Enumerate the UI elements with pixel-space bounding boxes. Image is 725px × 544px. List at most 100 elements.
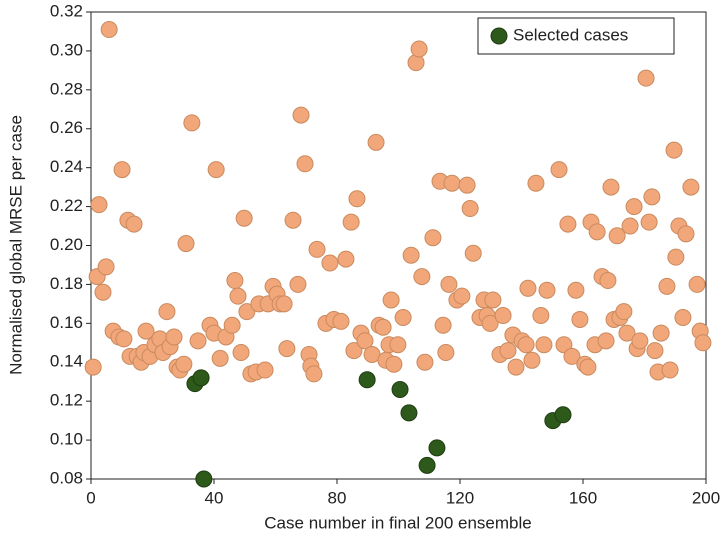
point [532, 307, 550, 325]
x-tick-label: 120 [446, 488, 474, 507]
point [567, 281, 585, 299]
point [238, 303, 256, 321]
y-tick-label: 0.26 [50, 118, 83, 137]
point [682, 178, 700, 196]
y-tick-label: 0.24 [50, 157, 83, 176]
point [192, 369, 210, 387]
point [97, 258, 115, 276]
point [588, 223, 606, 241]
point [332, 312, 350, 330]
point [599, 272, 617, 290]
point [374, 318, 392, 336]
point [367, 133, 385, 151]
x-tick-label: 40 [205, 488, 224, 507]
point [100, 21, 118, 39]
point [256, 361, 274, 379]
point [555, 336, 573, 354]
point [453, 287, 471, 305]
plot-frame [90, 11, 707, 480]
point [226, 272, 244, 290]
legend-label: Selected cases [513, 25, 628, 44]
point [356, 332, 374, 350]
point [631, 332, 649, 350]
y-tick-label: 0.28 [50, 79, 83, 98]
point [443, 174, 461, 192]
point [278, 340, 296, 358]
point [342, 213, 360, 231]
point [400, 404, 418, 422]
point [195, 470, 213, 488]
point [229, 287, 247, 305]
point [125, 215, 143, 233]
point [652, 324, 670, 342]
point [402, 246, 420, 264]
point [608, 227, 626, 245]
legend-box [477, 17, 675, 55]
point [382, 291, 400, 309]
y-tick-label: 0.08 [50, 468, 83, 487]
y-tick-label: 0.32 [50, 1, 83, 20]
point [621, 217, 639, 235]
point [602, 178, 620, 196]
point [461, 200, 479, 218]
point [348, 190, 366, 208]
y-tick-label: 0.30 [50, 40, 83, 59]
point [550, 161, 568, 179]
point [416, 353, 434, 371]
point [519, 279, 537, 297]
point [385, 355, 403, 373]
point [688, 275, 706, 293]
point [434, 316, 452, 334]
x-tick-label: 200 [692, 488, 720, 507]
point [643, 188, 661, 206]
point [563, 347, 581, 365]
point [308, 240, 326, 258]
y-tick-label: 0.10 [50, 430, 83, 449]
point [113, 161, 131, 179]
point [235, 209, 253, 227]
point [625, 198, 643, 216]
point [321, 254, 339, 272]
point [296, 155, 314, 173]
point [458, 176, 476, 194]
point [538, 281, 556, 299]
point [618, 324, 636, 342]
point [694, 334, 712, 352]
point [275, 295, 293, 313]
point [527, 174, 545, 192]
point [183, 114, 201, 132]
point [637, 69, 655, 87]
point [424, 229, 442, 247]
point [94, 283, 112, 301]
y-tick-label: 0.22 [50, 196, 83, 215]
point [337, 250, 355, 268]
point [175, 355, 193, 373]
point [394, 308, 412, 326]
point [358, 371, 376, 389]
point [507, 358, 525, 376]
point [646, 342, 664, 360]
point [137, 322, 155, 340]
point [345, 342, 363, 360]
point [494, 307, 512, 325]
point [640, 213, 658, 231]
point [667, 248, 685, 266]
point [579, 358, 597, 376]
point [410, 40, 428, 58]
point [165, 328, 183, 346]
point [284, 211, 302, 229]
x-axis-label: Case number in final 200 ensemble [264, 513, 531, 532]
point [559, 215, 577, 233]
point [389, 336, 407, 354]
point [223, 316, 241, 334]
x-tick-label: 0 [86, 488, 95, 507]
point [437, 344, 455, 362]
point [428, 439, 446, 457]
y-tick-label: 0.12 [50, 391, 83, 410]
point [211, 349, 229, 367]
x-tick-label: 160 [569, 488, 597, 507]
point [232, 344, 250, 362]
point [391, 380, 409, 398]
point [571, 310, 589, 328]
point [615, 303, 633, 321]
